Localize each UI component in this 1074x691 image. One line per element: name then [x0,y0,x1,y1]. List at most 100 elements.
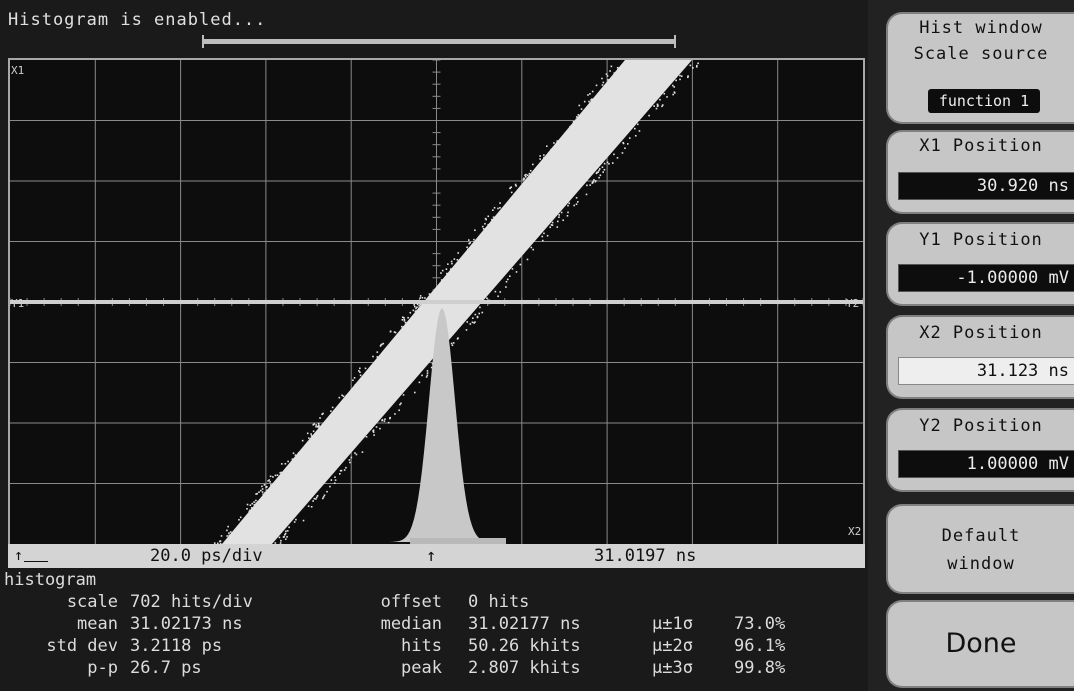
waveform-speckle [313,497,316,500]
waveform-speckle [359,367,361,370]
waveform-speckle [382,342,385,345]
waveform-speckle [220,535,223,537]
waveform-speckle [333,482,336,485]
waveform-speckle [308,437,310,439]
waveform-speckle [398,409,400,412]
x1-position-label: X1 Position [919,136,1043,156]
waveform-speckle [355,453,358,456]
waveform-speckle [634,134,637,137]
waveform-speckle [451,262,453,265]
waveform-speckle [476,316,479,319]
waveform-speckle [450,342,453,345]
waveform-speckle [573,204,576,207]
waveform-speckle [318,426,320,429]
waveform-speckle [484,222,486,225]
x2-position-field[interactable]: 31.123 ns [898,357,1074,385]
waveform-speckle [340,469,343,472]
waveform-speckle [541,239,544,242]
waveform-speckle [383,420,386,422]
waveform-display[interactable] [8,58,865,546]
waveform-speckle [338,473,341,475]
waveform-speckle [286,536,288,538]
waveform-speckle [445,268,448,271]
waveform-speckle [583,100,586,103]
waveform-speckle [279,542,282,544]
waveform-speckle [508,275,511,278]
waveform-speckle [402,394,405,396]
y2-position-field[interactable]: 1.00000 mV [898,450,1074,478]
y1-position-label: Y1 Position [919,230,1043,250]
stats-label: scale [66,592,118,612]
waveform-speckle [259,489,262,492]
waveform-speckle [692,67,694,69]
waveform-speckle [266,489,268,492]
waveform-speckle [659,98,661,101]
waveform-speckle [246,508,248,510]
waveform-speckle [535,166,538,169]
waveform-speckle [481,311,484,314]
waveform-speckle [264,491,266,494]
waveform-speckle [506,278,509,281]
y1-position-field[interactable]: -1.00000 mV [898,264,1074,292]
waveform-speckle [263,484,266,486]
waveform-speckle [453,258,456,260]
waveform-speckle [280,539,282,542]
waveform-speckle [465,329,468,331]
waveform-speckle [413,304,416,306]
waveform-speckle [268,479,271,481]
waveform-speckle [394,413,396,415]
waveform-speckle [497,207,499,210]
timebase-info-bar: ↑ 20.0 ps/div ↑ 31.0197 ns [8,544,865,568]
waveform-speckle [253,503,256,506]
waveform-speckle [361,451,364,453]
waveform-speckle [550,224,553,226]
waveform-speckle [323,494,326,497]
waveform-speckle [689,64,692,67]
waveform-speckle [456,258,459,261]
waveform-speckle [613,72,616,74]
stats-row: std dev 3.2118 ps hits 50.26 khits µ±2σ … [0,636,870,656]
waveform-speckle [393,331,396,333]
sigma-value: 99.8% [734,658,786,678]
default-window-button[interactable]: Default window [886,504,1074,594]
waveform-speckle [329,485,331,488]
waveform-speckle [293,521,296,523]
waveform-speckle [598,176,600,179]
waveform-speckle [375,426,378,428]
waveform-speckle [558,214,561,216]
waveform-speckle [621,152,624,154]
waveform-speckle [591,98,593,101]
waveform-speckle [412,309,415,312]
waveform-speckle [262,493,264,496]
x1-position-field[interactable]: 30.920 ns [898,172,1074,200]
waveform-speckle [313,423,315,425]
waveform-speckle [255,499,257,502]
waveform-speckle [577,114,580,116]
histogram-window-slider[interactable] [202,35,676,48]
waveform-speckle [474,229,476,232]
waveform-speckle [415,307,417,310]
waveform-speckle [543,232,545,235]
waveform-speckle [586,184,588,187]
waveform-speckle [492,216,495,218]
waveform-speckle [285,530,287,533]
scale-source-softkey[interactable]: Hist window Scale source function 1 [886,12,1074,124]
y1-position-softkey[interactable]: Y1 Position -1.00000 mV [886,222,1074,306]
scale-source-value[interactable]: function 1 [928,89,1040,113]
waveform-speckle [545,145,548,148]
waveform-speckle [648,114,650,117]
stats-row: p-p 26.7 ps peak 2.807 khits µ±3σ 99.8% [0,658,870,678]
done-button[interactable]: Done [886,600,1074,688]
y2-position-softkey[interactable]: Y2 Position 1.00000 mV [886,408,1074,492]
waveform-speckle [424,297,426,299]
waveform-speckle [697,62,699,65]
x1-position-softkey[interactable]: X1 Position 30.920 ns [886,130,1074,214]
x2-position-softkey[interactable]: X2 Position 31.123 ns [886,315,1074,399]
waveform-speckle [297,452,300,454]
waveform-speckle [576,201,579,203]
waveform-speckle [493,206,496,209]
waveform-speckle [605,73,608,75]
waveform-speckle [316,494,319,497]
waveform-speckle [602,171,604,173]
waveform-speckle [457,252,460,254]
